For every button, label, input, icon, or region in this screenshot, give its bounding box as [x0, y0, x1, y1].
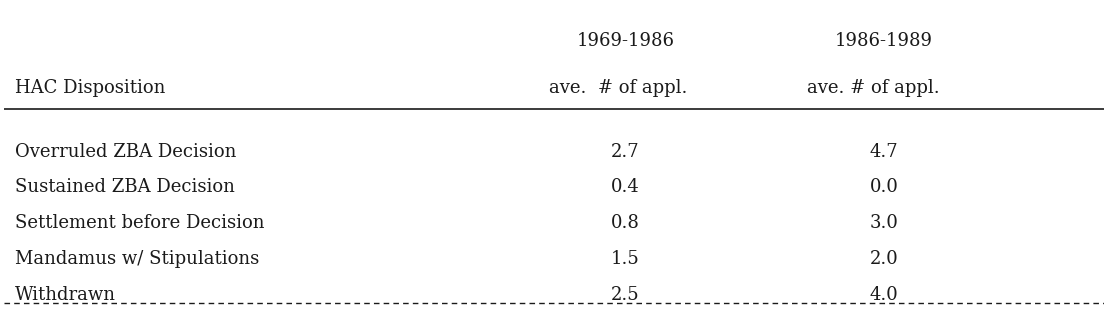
Text: HAC Disposition: HAC Disposition [16, 79, 165, 97]
Text: Mandamus w/ Stipulations: Mandamus w/ Stipulations [16, 250, 259, 268]
Text: 1.5: 1.5 [612, 250, 639, 268]
Text: Settlement before Decision: Settlement before Decision [16, 214, 265, 232]
Text: 2.5: 2.5 [612, 286, 639, 304]
Text: 2.0: 2.0 [870, 250, 899, 268]
Text: 1986-1989: 1986-1989 [835, 32, 933, 50]
Text: Overruled ZBA Decision: Overruled ZBA Decision [16, 143, 236, 160]
Text: 4.7: 4.7 [870, 143, 899, 160]
Text: 1969-1986: 1969-1986 [576, 32, 675, 50]
Text: ave. # of appl.: ave. # of appl. [807, 79, 940, 97]
Text: 3.0: 3.0 [870, 214, 899, 232]
Text: 4.0: 4.0 [870, 286, 899, 304]
Text: 0.8: 0.8 [611, 214, 640, 232]
Text: ave.  # of appl.: ave. # of appl. [548, 79, 687, 97]
Text: 2.7: 2.7 [612, 143, 639, 160]
Text: Withdrawn: Withdrawn [16, 286, 116, 304]
Text: 0.0: 0.0 [870, 178, 899, 196]
Text: Sustained ZBA Decision: Sustained ZBA Decision [16, 178, 235, 196]
Text: 0.4: 0.4 [612, 178, 639, 196]
